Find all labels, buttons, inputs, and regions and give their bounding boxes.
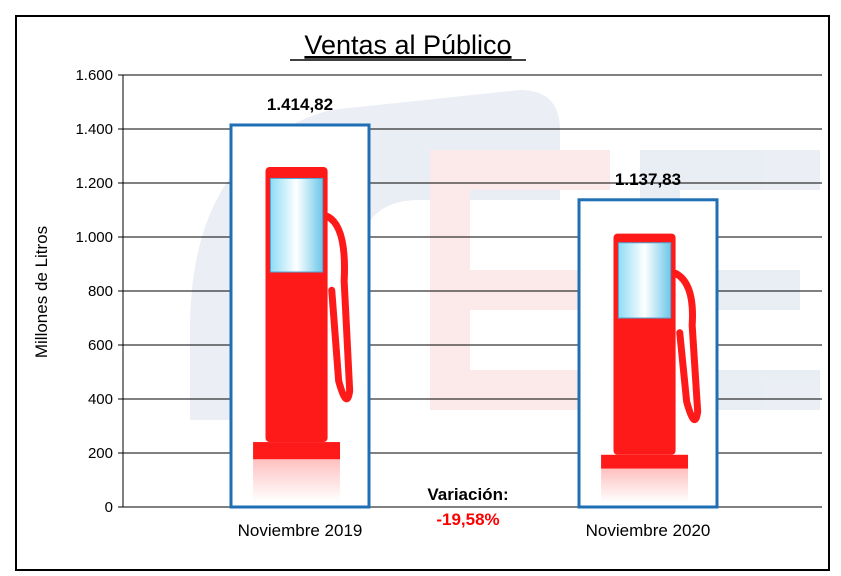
data-label: 1.137,83 xyxy=(615,170,681,189)
y-axis-label: Millones de Litros xyxy=(32,226,51,358)
x-category-label: Noviembre 2020 xyxy=(586,521,711,540)
y-tick-label: 1.400 xyxy=(75,121,113,138)
pump-hose xyxy=(324,213,354,403)
data-label: 1.414,82 xyxy=(267,95,333,114)
pump-hose xyxy=(672,269,702,424)
bars: 1.414,82 1.137,83 xyxy=(229,95,719,509)
pump-base xyxy=(601,454,689,469)
pump-reflection xyxy=(601,468,689,503)
y-tick-label: 200 xyxy=(88,445,113,462)
pump-base xyxy=(253,442,341,460)
pump-reflection xyxy=(253,459,341,502)
pump-window xyxy=(269,177,324,273)
y-tick-label: 1.600 xyxy=(75,67,113,84)
x-category-label: Noviembre 2019 xyxy=(238,521,363,540)
variation-value: -19,58% xyxy=(436,510,499,529)
y-tick-label: 0 xyxy=(105,499,113,516)
y-tick-label: 400 xyxy=(88,391,113,408)
pump-window xyxy=(617,242,672,319)
y-tick-label: 800 xyxy=(88,283,113,300)
chart-title: Ventas al Público xyxy=(304,30,511,60)
y-tick-label: 1.000 xyxy=(75,229,113,246)
y-tick-label: 600 xyxy=(88,337,113,354)
bar xyxy=(229,123,371,509)
x-axis-categories: Noviembre 2019 Noviembre 2020 xyxy=(238,521,711,540)
variation-label: Variación: xyxy=(427,485,508,504)
bar xyxy=(577,198,719,509)
y-axis-ticks: 0 200 400 600 800 1.000 1.200 1.400 1.600 xyxy=(75,67,124,516)
y-tick-label: 1.200 xyxy=(75,175,113,192)
